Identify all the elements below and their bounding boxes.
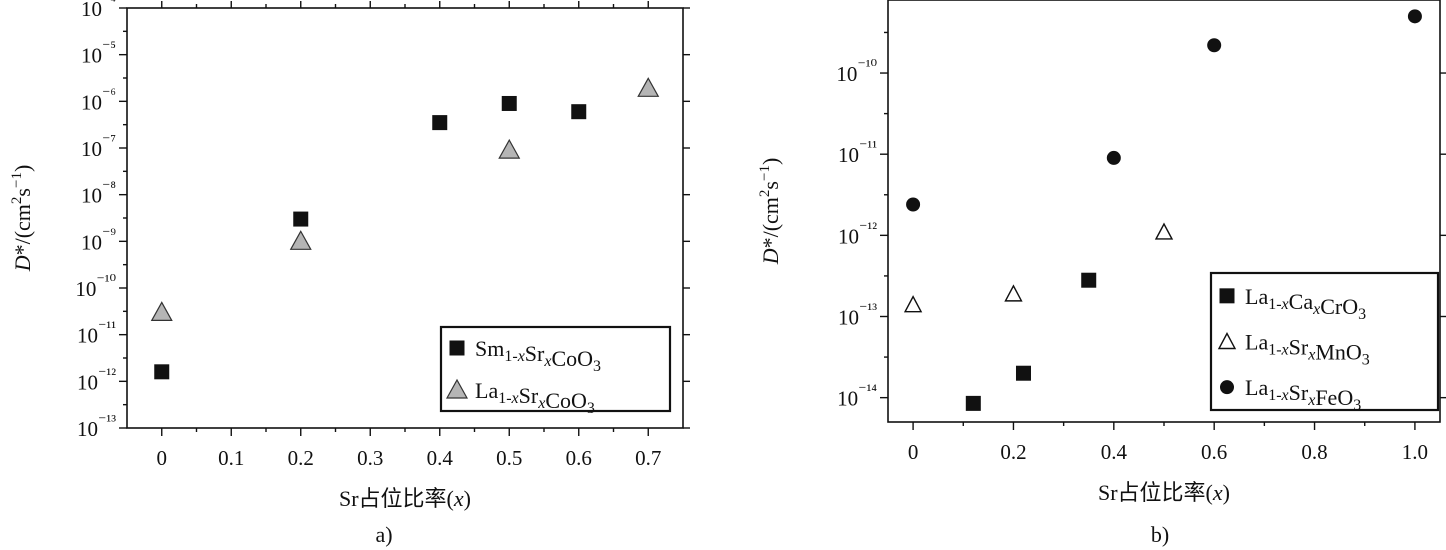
a-legend-box bbox=[439, 325, 672, 413]
a-y-tick-label: 10⁻⁷ bbox=[81, 133, 116, 161]
b-data-point-2 bbox=[903, 295, 923, 313]
a-data-point-1 bbox=[293, 211, 309, 227]
a-data-point-1 bbox=[154, 364, 170, 380]
b-x-tick-label: 0.2 bbox=[1000, 440, 1026, 464]
a-y-tick-label: 10⁻¹¹ bbox=[77, 320, 116, 348]
b-y-axis-title: D*/(cm2s−1) bbox=[757, 158, 783, 266]
a-legend-label: Sm1-xSrxCoO3 bbox=[475, 336, 601, 375]
b-data-point-3 bbox=[1407, 9, 1422, 24]
a-y-tick-label: 10⁻¹⁰ bbox=[75, 273, 116, 301]
a-data-point-1 bbox=[571, 104, 587, 120]
a-x-tick-label: 0.2 bbox=[288, 446, 314, 470]
a-y-axis-title: D*/(cm2s−1) bbox=[9, 165, 35, 273]
a-data-point-1 bbox=[501, 95, 517, 111]
b-data-point-1 bbox=[965, 395, 981, 411]
b-x-axis-title: Sr占位比率(x) bbox=[1098, 480, 1230, 505]
panel-a-chart: 0 0.1 0.2 0.3 0.4 0.5 0.6 0.7 10⁻¹³ 10⁻¹² 10⁻¹¹ 10⁻… bbox=[9, 0, 690, 547]
a-panel-caption: a) bbox=[375, 522, 392, 547]
b-legend-marker bbox=[1220, 380, 1234, 395]
a-legend-marker bbox=[449, 340, 465, 356]
a-data-point-2 bbox=[289, 230, 312, 250]
a-data-point-1 bbox=[432, 115, 448, 131]
b-data-point-1 bbox=[1015, 365, 1031, 381]
a-y-tick-label: 10⁻⁵ bbox=[81, 40, 116, 68]
a-x-tick-label: 0.7 bbox=[635, 446, 661, 470]
b-x-tick-label: 1.0 bbox=[1402, 440, 1428, 464]
a-x-axis-title: Sr占位比率(x) bbox=[339, 486, 471, 511]
a-x-tick-label: 0 bbox=[157, 446, 168, 470]
panel-b-chart: 0 0.2 0.4 0.6 0.8 1.0 10⁻¹⁴ 10⁻¹³ 10⁻¹² 10⁻¹¹ 10⁻¹… bbox=[757, 0, 1446, 547]
a-y-tick-label: 10⁻⁹ bbox=[81, 226, 116, 254]
a-legend-marker bbox=[445, 378, 469, 399]
b-data-point-3 bbox=[906, 197, 921, 212]
a-x-tick-label: 0.6 bbox=[566, 446, 592, 470]
panel-b-legend: La1-xCaxCrO3 La1-xSrxMnO3 La1-xSrxFeO3 bbox=[1209, 271, 1440, 414]
a-y-tick-label: 10⁻⁴ bbox=[81, 0, 116, 21]
b-data-point-3 bbox=[1207, 38, 1222, 53]
a-y-tick-label: 10⁻⁸ bbox=[81, 180, 116, 208]
b-legend-marker bbox=[1217, 332, 1237, 350]
b-y-tick-label: 10⁻¹³ bbox=[838, 302, 877, 330]
b-y-tick-label: 10⁻¹⁴ bbox=[837, 383, 877, 411]
a-legend-label: La1-xSrxCoO3 bbox=[475, 378, 595, 417]
b-data-point-2 bbox=[1154, 222, 1174, 240]
a-x-tick-label: 0.3 bbox=[357, 446, 383, 470]
b-legend-label: La1-xSrxMnO3 bbox=[1245, 330, 1370, 369]
b-data-point-1 bbox=[1081, 272, 1097, 288]
b-x-tick-label: 0 bbox=[908, 440, 919, 464]
b-y-tick-label: 10⁻¹¹ bbox=[838, 139, 877, 167]
b-x-tick-label: 0.4 bbox=[1101, 440, 1128, 464]
b-y-tick-label: 10⁻¹² bbox=[838, 220, 877, 248]
a-x-tick-label: 0.1 bbox=[218, 446, 244, 470]
a-data-point-2 bbox=[637, 77, 660, 97]
b-legend-box bbox=[1209, 271, 1440, 412]
b-x-tick-label: 0.6 bbox=[1201, 440, 1227, 464]
a-y-tick-label: 10⁻⁶ bbox=[81, 86, 116, 114]
b-y-tick-label: 10⁻¹⁰ bbox=[836, 58, 877, 86]
b-legend-marker bbox=[1219, 288, 1235, 304]
a-data-point-2 bbox=[150, 301, 173, 322]
a-y-tick-label: 10⁻¹³ bbox=[77, 413, 116, 441]
b-legend-label: La1-xSrxFeO3 bbox=[1245, 375, 1361, 414]
b-data-point-3 bbox=[1106, 150, 1121, 165]
b-data-point-2 bbox=[1004, 284, 1023, 302]
b-legend-label: La1-xCaxCrO3 bbox=[1245, 284, 1366, 323]
a-y-tick-label: 10⁻¹² bbox=[77, 366, 116, 394]
a-data-point-2 bbox=[498, 138, 521, 159]
b-x-tick-label: 0.8 bbox=[1301, 440, 1327, 464]
a-x-tick-label: 0.5 bbox=[496, 446, 522, 470]
a-x-tick-label: 0.4 bbox=[427, 446, 454, 470]
b-panel-caption: b) bbox=[1151, 522, 1169, 547]
